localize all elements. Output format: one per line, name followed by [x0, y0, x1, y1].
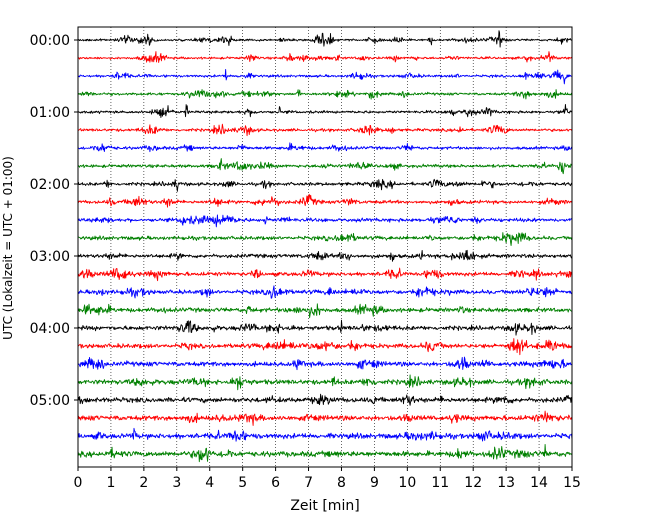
plot-frame	[77, 26, 573, 468]
trace-row-15	[77, 303, 573, 319]
trace-row-7	[77, 158, 573, 175]
x-tick-label-10: 10	[398, 475, 416, 491]
trace-row-13	[77, 267, 573, 282]
y-axis-label: UTC (Lokalzeit = UTC + 01:00)	[1, 156, 15, 340]
x-tick-label-11: 11	[431, 475, 449, 491]
x-tick-label-9: 9	[370, 475, 379, 491]
x-tick-label-13: 13	[497, 475, 515, 491]
trace-row-18	[77, 356, 573, 371]
trace-row-22	[77, 427, 573, 442]
x-tick-label-4: 4	[205, 475, 214, 491]
x-tick-label-2: 2	[139, 475, 148, 491]
x-tick-label-1: 1	[106, 475, 115, 491]
x-tick-label-14: 14	[530, 475, 548, 491]
trace-row-8	[77, 178, 573, 192]
trace-row-4	[77, 103, 573, 118]
x-tick-label-8: 8	[337, 475, 346, 491]
x-tick-label-12: 12	[464, 475, 482, 491]
trace-row-20	[77, 393, 573, 406]
grid-lines	[110, 27, 540, 467]
x-tick-label-6: 6	[271, 475, 280, 491]
trace-row-3	[77, 89, 573, 100]
trace-row-19	[77, 374, 573, 391]
trace-row-21	[77, 410, 573, 426]
x-tick-label-5: 5	[238, 475, 247, 491]
trace-row-17	[77, 338, 573, 356]
x-axis: 0 1 2 3 4 5 6 7 8 9 10 11 12 13 14 15	[74, 467, 581, 491]
trace-row-5	[77, 123, 573, 137]
y-axis: 00:00 01:00 02:00 03:00 04:00 05:00	[30, 33, 78, 409]
trace-row-9	[77, 193, 573, 208]
x-axis-label: Zeit [min]	[290, 498, 359, 514]
trace-row-1	[77, 51, 573, 63]
x-tick-label-15: 15	[563, 475, 581, 491]
trace-row-2	[77, 68, 573, 85]
trace-row-12	[77, 249, 573, 262]
y-tick-label-00:00: 00:00	[30, 33, 70, 49]
x-tick-label-0: 0	[74, 475, 83, 491]
trace-row-23	[77, 444, 573, 463]
trace-row-0	[77, 30, 573, 48]
trace-row-11	[77, 232, 573, 246]
y-tick-label-04:00: 04:00	[30, 321, 70, 337]
traces	[77, 30, 573, 463]
trace-row-6	[77, 142, 573, 153]
x-tick-label-7: 7	[304, 475, 313, 491]
y-tick-label-01:00: 01:00	[30, 105, 70, 121]
x-tick-label-3: 3	[172, 475, 181, 491]
trace-row-10	[77, 214, 573, 228]
trace-row-14	[77, 285, 573, 299]
trace-row-16	[77, 319, 573, 336]
y-tick-label-05:00: 05:00	[30, 393, 70, 409]
y-tick-label-02:00: 02:00	[30, 177, 70, 193]
y-tick-label-03:00: 03:00	[30, 249, 70, 265]
plot-background	[78, 27, 572, 467]
